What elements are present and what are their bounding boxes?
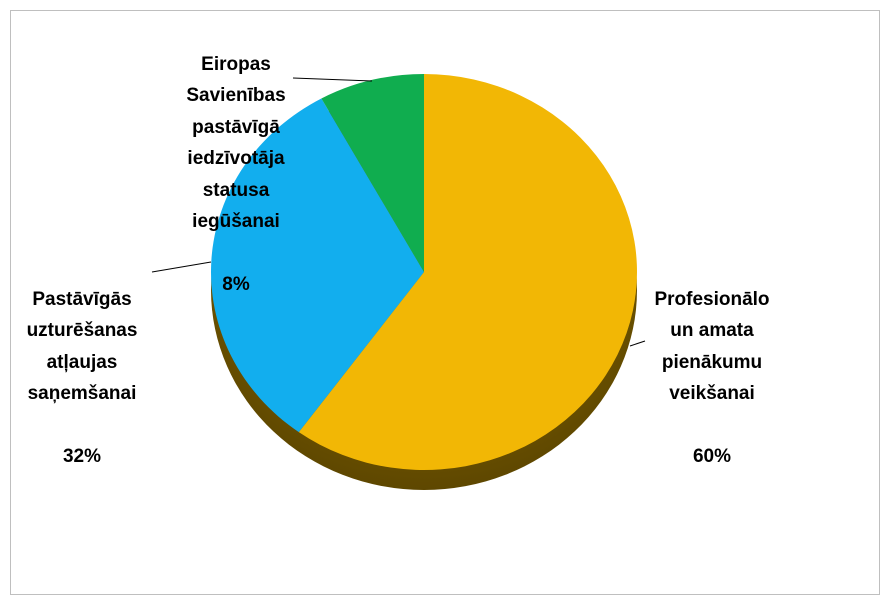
pie-slice [210, 98, 424, 433]
slice-label: Pastāvīgās uzturēšanas atļaujas saņemšan… [27, 252, 138, 504]
value-label: 32% [62, 446, 102, 467]
value-label: 8% [222, 274, 250, 295]
category-label: Pastāvīgās uzturēšanas atļaujas saņemšan… [26, 288, 138, 405]
leader-line [151, 261, 212, 273]
value-label: 60% [692, 446, 732, 467]
slice-label: Eiropas Savienības pastāvīgā iedzīvotāja… [186, 17, 285, 332]
slices [210, 74, 637, 470]
chart-frame [10, 10, 880, 595]
pie-slice [321, 74, 424, 272]
leader-line [629, 340, 646, 347]
pie-slice [298, 74, 637, 470]
slice-label: Profesionālo un amata pienākumu veikšana… [654, 252, 769, 504]
category-label: Eiropas Savienības pastāvīgā iedzīvotāja… [186, 53, 286, 233]
category-label: Profesionālo un amata pienākumu veikšana… [654, 288, 770, 405]
leader-line [292, 77, 373, 82]
